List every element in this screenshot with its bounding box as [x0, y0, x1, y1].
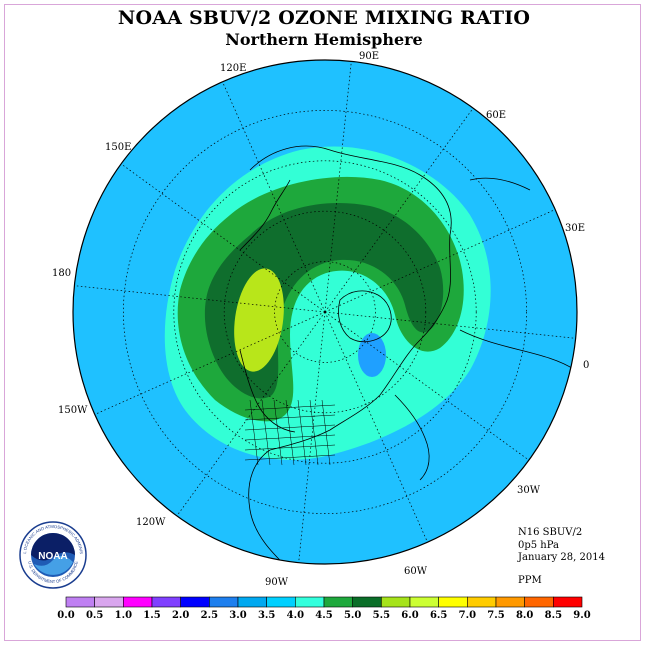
coastline-segment: [249, 145, 452, 236]
color-bar-tick-label: 7.5: [487, 610, 505, 621]
color-bar-tick-label: 6.5: [429, 610, 448, 621]
color-bar-tick-label: 5.0: [343, 610, 362, 621]
boundary-line: [244, 434, 336, 441]
graticule: [74, 61, 576, 563]
boundary-line: [244, 454, 336, 461]
boundary-line: [244, 424, 336, 431]
color-bar-tick-label: 1.5: [143, 610, 161, 621]
lon-label-30w: 30W: [517, 485, 541, 496]
date-label: January 28, 2014: [518, 552, 605, 563]
lon-label-60e: 60E: [486, 110, 507, 121]
color-bar-tick-label: 3.0: [229, 610, 247, 621]
coastline-segment: [239, 179, 291, 251]
boundary-line: [273, 399, 283, 466]
coastline-segment: [338, 290, 392, 343]
latitude-circle: [223, 210, 427, 414]
coastline-segment: [269, 339, 421, 451]
color-bar-tick-label: 0.5: [85, 610, 104, 621]
lon-label-90e: 90E: [359, 51, 380, 62]
figure-border: [4, 4, 641, 641]
color-bar-tick-label: 3.5: [257, 610, 276, 621]
lon-label-60w: 60W: [404, 566, 428, 577]
lon-label-0: 0: [583, 360, 590, 371]
coastline-segment: [394, 394, 430, 481]
ozone-minimum-region: [358, 333, 386, 377]
color-bar-tick-label: 5.5: [372, 610, 391, 621]
page-subtitle: Northern Hemisphere: [225, 30, 423, 49]
color-bar-tick-label: 4.0: [286, 610, 305, 621]
latitude-circle: [123, 110, 527, 514]
color-bar-tick-label: 8.0: [515, 610, 534, 621]
lon-label-150w: 150W: [58, 405, 88, 416]
map-disk: [73, 60, 577, 564]
coastline-segment: [419, 234, 451, 341]
color-bar-tick-label: 1.0: [114, 610, 133, 621]
coastline-segment: [469, 177, 531, 191]
map-outline: [72, 59, 578, 565]
lon-label-180: 180: [52, 268, 72, 279]
color-bar-tick-label: 6.0: [401, 610, 419, 621]
logo-text: NOAA: [38, 551, 67, 562]
boundary-line: [244, 404, 336, 411]
units-label: PPM: [518, 575, 542, 586]
lon-label-30e: 30E: [565, 223, 586, 234]
coastline-segment: [459, 329, 576, 371]
boundary-line: [244, 414, 336, 421]
ozone-maximum-region: [234, 268, 284, 372]
boundary-line: [244, 444, 336, 451]
boundary-line: [249, 399, 259, 466]
color-bar-tick-label: 4.5: [315, 610, 333, 621]
pressure-level-label: 0p5 hPa: [518, 539, 559, 551]
coastline-segment: [239, 349, 296, 433]
instrument-label: N16 SBUV/2: [518, 527, 583, 538]
boundary-line: [309, 399, 319, 466]
page-title: NOAA SBUV/2 OZONE MIXING RATIO: [117, 7, 531, 29]
boundary-line: [285, 399, 295, 466]
latitude-circle: [274, 261, 376, 363]
color-bar-tick-label: 2.0: [171, 610, 190, 621]
lon-label-150e: 150E: [105, 142, 132, 153]
lon-label-120w: 120W: [136, 517, 166, 528]
color-bar-tick-label: 2.5: [200, 610, 219, 621]
latitude-circle: [173, 160, 477, 464]
color-bar-tick-label: 8.5: [544, 610, 563, 621]
boundary-line: [321, 399, 331, 466]
product-info: N16 SBUV/2 0p5 hPa January 28, 2014: [518, 527, 605, 565]
color-bar-tick-label: 7.0: [458, 610, 477, 621]
noaa-logo-icon: NOAA NATIONAL OCEANIC AND ATMOSPHERIC AD…: [18, 520, 87, 589]
color-bar-tick-label: 0.0: [57, 610, 75, 621]
lon-label-90w: 90W: [265, 577, 289, 588]
color-bar-tick-label: 9.0: [573, 610, 591, 621]
boundary-line: [261, 399, 271, 466]
lon-label-120e: 120E: [220, 63, 247, 74]
political-boundaries: [244, 399, 336, 466]
boundary-line: [297, 399, 307, 466]
